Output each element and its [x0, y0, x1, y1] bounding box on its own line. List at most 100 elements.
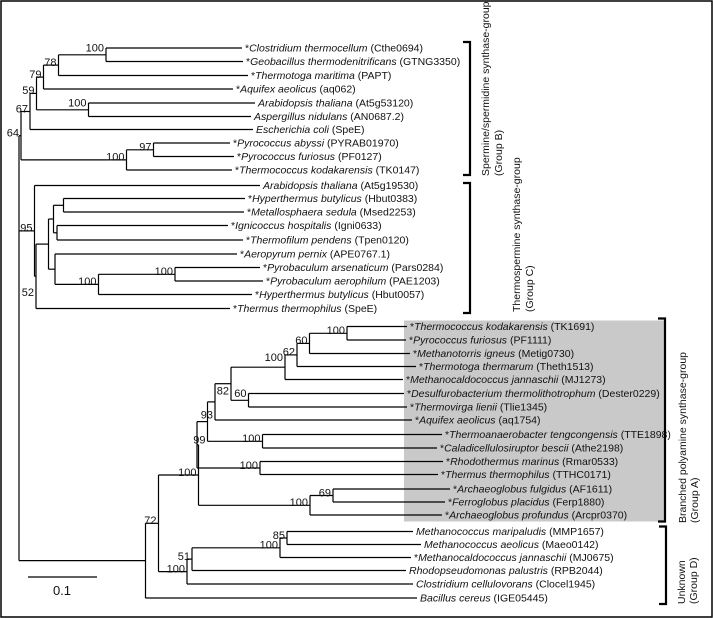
bootstrap-value: 100	[327, 325, 345, 337]
taxon-label: *Hyperthermus butylicus (Hbut0057)	[255, 289, 424, 301]
taxon-accession-code: (SpeE)	[342, 303, 378, 315]
group-a-bracket	[658, 317, 667, 523]
taxon-species-name: Aquifex aeolicus	[418, 415, 496, 427]
taxon-accession-code: (RPB2044)	[548, 565, 603, 577]
taxon-accession-code: (Athe2198)	[568, 443, 623, 455]
taxon-label: *Aeropyrum pernix (APE0767.1)	[240, 249, 390, 261]
bootstrap-value: 100	[290, 497, 308, 509]
taxon-species-name: Ferroglobus placidus	[452, 497, 550, 509]
thermophile-asterisk: *	[255, 289, 259, 301]
taxon-species-name: Thermotoga thermarum	[423, 361, 534, 373]
bootstrap-value: 97	[139, 142, 151, 154]
bootstrap-value: 78	[44, 57, 56, 69]
taxon-species-name: Arabidopsis thaliana	[257, 98, 353, 110]
taxon-accession-code: (TK1691)	[548, 321, 595, 333]
group-a-label: (Group A)	[689, 477, 701, 523]
taxon-label: *Methanocaldococcus jannaschii (MJ1273)	[406, 374, 606, 386]
group-b-label: Spermine/spermidine synthase-group	[480, 1, 492, 176]
taxon-label: *Pyrococcus abyssi (PYRAB01970)	[233, 138, 399, 150]
thermophile-asterisk: *	[235, 165, 239, 177]
group-b-bracket	[463, 40, 472, 177]
bootstrap-value: 51	[178, 551, 190, 563]
taxon-accession-code: (PAE1203)	[386, 276, 440, 288]
bootstrap-value: 60	[234, 388, 246, 400]
thermophile-asterisk: *	[245, 43, 249, 55]
taxon-label: *Thermoanaerobacter tengcongensis (TTE18…	[445, 429, 671, 441]
thermophile-asterisk: *	[246, 56, 250, 68]
taxon-accession-code: (aq1754)	[496, 415, 541, 427]
taxon-species-name: Archaeoglobus fulgidus	[456, 484, 567, 496]
taxon-accession-code: (At5g53120)	[353, 98, 414, 110]
taxon-label: *Metallosphaera sedula (Msed2253)	[247, 207, 416, 219]
taxon-accession-code: (PYRAB01970)	[324, 138, 399, 150]
taxon-label: *Thermococcus kodakarensis (TK1691)	[410, 321, 594, 333]
taxon-accession-code: (Arcpr0370)	[569, 510, 627, 522]
taxon-accession-code: (Tlie1345)	[497, 402, 547, 414]
taxon-species-name: Rhodopseudomonas palustris	[409, 565, 549, 577]
bootstrap-value: 52	[22, 287, 34, 299]
bootstrap-value: 95	[20, 223, 32, 235]
thermophile-asterisk: *	[266, 276, 270, 288]
thermophile-asterisk: *	[233, 303, 237, 315]
taxon-accession-code: (Hbut0383)	[362, 193, 417, 205]
thermophile-asterisk: *	[246, 235, 250, 247]
taxon-label: *Thermus thermophilus (TTHC0171)	[441, 469, 611, 481]
taxon-accession-code: (Metig0730)	[515, 348, 574, 360]
taxon-accession-code: (MMP1657)	[546, 526, 604, 538]
taxon-species-name: Thermotoga maritima	[255, 70, 355, 82]
taxon-species-name: Escherichia coli	[256, 124, 330, 136]
taxon-label: Clostridium cellulovorans (Clocel1945)	[416, 579, 595, 591]
taxon-label: Escherichia coli (SpeE)	[256, 124, 365, 136]
taxon-label: *Aquifex aeolicus (aq062)	[236, 84, 356, 96]
thermophile-asterisk: *	[410, 402, 414, 414]
bootstrap-value: 79	[29, 69, 41, 81]
taxon-species-name: Pyrococcus furiosus	[241, 151, 336, 163]
taxon-label: Rhodopseudomonas palustris (RPB2044)	[409, 565, 603, 577]
taxon-accession-code: (APE0767.1)	[327, 249, 390, 261]
bootstrap-value: 100	[265, 352, 283, 364]
group-a-label: Branched polyamine synthase-group	[677, 352, 689, 523]
taxon-species-name: Thermus thermophilus	[237, 303, 342, 315]
taxon-species-name: Aquifex aeolicus	[239, 84, 317, 96]
taxon-accession-code: (Theth1513)	[533, 361, 593, 373]
thermophile-asterisk: *	[406, 374, 410, 386]
group-d-label: (Group D)	[688, 557, 700, 604]
thermophile-asterisk: *	[410, 321, 414, 333]
taxon-label: Bacillus cereus (IGE05445)	[420, 593, 548, 605]
taxon-label: *Methanotorris igneus (Metig0730)	[413, 348, 574, 360]
bootstrap-value: 100	[178, 467, 196, 479]
taxon-species-name: Methanococcus maripaludis	[416, 526, 547, 538]
taxon-accession-code: (Maeo0142)	[539, 539, 599, 551]
scale-bar-label: 0.1	[53, 583, 71, 598]
thermophile-asterisk: *	[440, 443, 444, 455]
thermophile-asterisk: *	[446, 456, 450, 468]
taxon-label: *Thermococcus kodakarensis (TK0147)	[235, 165, 419, 177]
taxon-accession-code: (Cthe0694)	[368, 43, 423, 55]
taxon-species-name: Bacillus cereus	[420, 593, 491, 605]
taxon-accession-code: (PF0127)	[335, 151, 382, 163]
thermophile-asterisk: *	[407, 388, 411, 400]
taxon-accession-code: (AF1611)	[566, 484, 612, 496]
thermophile-asterisk: *	[441, 469, 445, 481]
taxon-species-name: Aspergillus nidulans	[253, 111, 348, 123]
bootstrap-value: 85	[273, 530, 285, 542]
taxon-label: *Pyrococcus furiosus (PF0127)	[237, 151, 382, 163]
thermophile-asterisk: *	[415, 415, 419, 427]
taxon-species-name: Thermococcus kodakarensis	[414, 321, 548, 333]
bootstrap-value: 60	[295, 335, 307, 347]
bootstrap-value: 100	[240, 460, 258, 472]
thermophile-asterisk: *	[448, 497, 452, 509]
taxon-species-name: Clostridium thermocellum	[249, 43, 368, 55]
thermophile-asterisk: *	[237, 151, 241, 163]
taxon-label: Arabidopsis thaliana (At5g53120)	[257, 98, 413, 110]
taxon-label: *Methanocaldococcus jannaschii (MJ0675)	[414, 552, 614, 564]
bootstrap-value: 62	[283, 347, 295, 359]
taxon-accession-code: (Igni0633)	[331, 220, 381, 232]
taxon-accession-code: (Clocel1945)	[533, 579, 595, 591]
thermophile-asterisk: *	[413, 348, 417, 360]
bootstrap-value: 100	[242, 433, 260, 445]
thermophile-asterisk: *	[414, 552, 418, 564]
taxon-label: Aspergillus nidulans (AN0687.2)	[253, 111, 404, 123]
